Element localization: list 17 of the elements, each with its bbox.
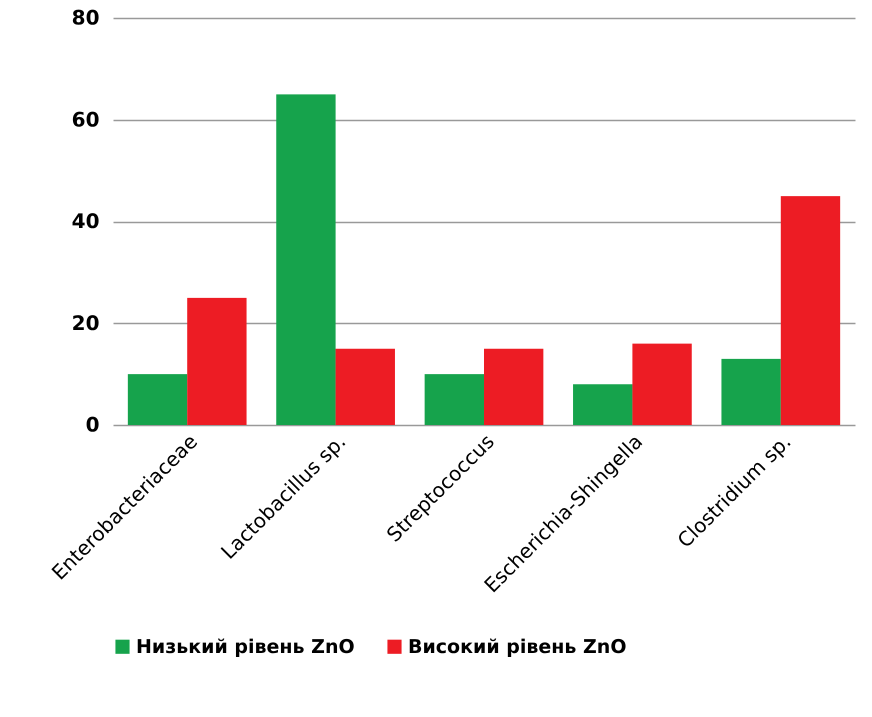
legend-label: Низький рівень ZnO — [136, 636, 355, 658]
bar — [424, 374, 484, 425]
y-tick-label: 0 — [86, 412, 100, 436]
bar — [187, 298, 247, 425]
bar — [780, 196, 840, 425]
bar — [573, 384, 632, 425]
y-tick-label: 20 — [72, 310, 100, 335]
bar — [484, 348, 544, 425]
bar — [128, 374, 188, 425]
y-tick-label: 60 — [72, 107, 100, 132]
bar — [276, 94, 336, 425]
bar — [632, 344, 692, 425]
bar — [721, 358, 781, 425]
y-tick-label: 80 — [72, 6, 100, 30]
y-tick-label: 40 — [72, 209, 100, 233]
bar — [336, 348, 395, 425]
legend-label: Високий рівень ZnO — [408, 636, 626, 658]
